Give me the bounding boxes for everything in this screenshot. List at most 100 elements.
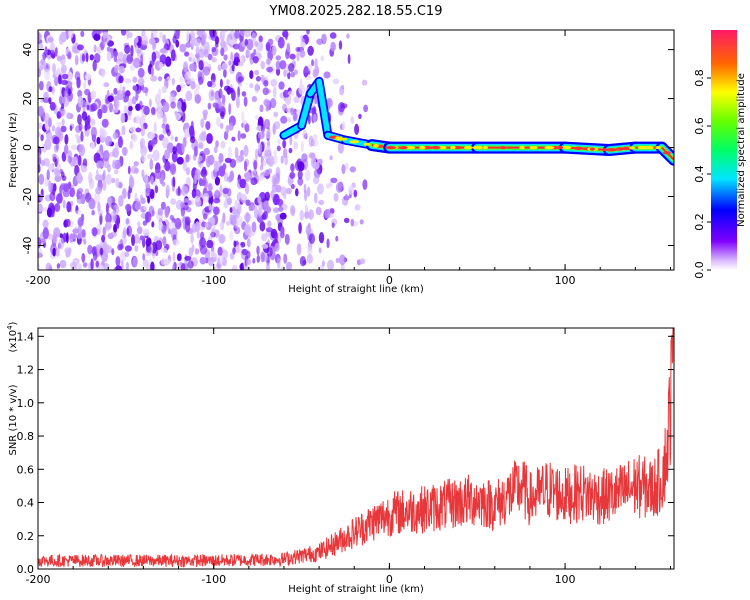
noise-speck (161, 123, 166, 129)
noise-speck (306, 186, 311, 197)
noise-speck (137, 67, 145, 78)
noise-speck (87, 244, 93, 255)
noise-speck (76, 44, 84, 51)
noise-speck (199, 256, 207, 265)
noise-speck (80, 213, 85, 222)
noise-speck (358, 113, 362, 120)
noise-speck (257, 142, 263, 154)
noise-speck (61, 73, 69, 80)
noise-speck (96, 136, 101, 145)
noise-speck (262, 160, 267, 167)
noise-speck (203, 41, 210, 52)
noise-speck (171, 150, 178, 163)
noise-speck (93, 33, 101, 41)
colorbar-tick-label: 0.6 (693, 117, 706, 135)
noise-speck (149, 158, 154, 170)
noise-speck (135, 127, 142, 133)
noise-speck (200, 118, 205, 128)
noise-speck (42, 219, 49, 229)
noise-speck (256, 125, 263, 132)
noise-speck (172, 146, 177, 155)
noise-speck (348, 185, 355, 195)
noise-speck (63, 90, 68, 98)
snr-scale-label: (x104) (6, 321, 19, 352)
noise-speck (144, 211, 152, 223)
noise-speck (154, 185, 159, 194)
noise-speck (288, 63, 295, 72)
noise-speck (69, 125, 73, 131)
band-hotspot (530, 146, 538, 150)
noise-speck (290, 71, 296, 78)
noise-speck (330, 41, 336, 52)
noise-speck (227, 188, 232, 197)
noise-speck (169, 92, 175, 105)
noise-speck (346, 33, 350, 39)
noise-speck (170, 101, 176, 109)
noise-speck (363, 104, 368, 113)
noise-speck (267, 38, 274, 46)
noise-speck (124, 44, 131, 55)
noise-speck (194, 168, 201, 181)
noise-speck (273, 149, 277, 156)
noise-speck (142, 220, 148, 226)
noise-speck (132, 85, 138, 91)
noise-speck (115, 177, 120, 188)
noise-speck (102, 170, 106, 180)
noise-speck (299, 78, 303, 86)
x-tick-label: -200 (26, 274, 51, 287)
noise-speck (105, 212, 112, 225)
spectrogram-y-axis: -40 -20 0 20 40 (21, 43, 674, 254)
noise-speck (185, 90, 193, 102)
noise-speck (263, 200, 269, 209)
noise-speck (299, 49, 306, 58)
noise-speck (265, 227, 273, 233)
noise-speck (90, 118, 96, 127)
noise-speck (223, 69, 227, 78)
snr-panel: -200 -100 0 100 0.0 0.2 0.4 0.6 0.8 1.0 1.2 1.4 He… (6, 321, 675, 595)
noise-speck (56, 122, 63, 128)
noise-speck (300, 42, 307, 48)
noise-speck (275, 55, 282, 61)
noise-speck (214, 176, 220, 186)
noise-speck (359, 258, 366, 265)
noise-speck (314, 192, 318, 204)
noise-speck (300, 140, 304, 153)
snr-scale-exponent: 4 (6, 325, 14, 330)
noise-speck (152, 42, 157, 50)
noise-speck (169, 214, 175, 221)
noise-speck (85, 52, 89, 63)
spectrogram-y-label: Frequency (Hz) (8, 112, 19, 188)
noise-speck (66, 201, 72, 213)
noise-speck (284, 155, 289, 166)
noise-speck (48, 86, 53, 93)
noise-speck (158, 61, 163, 69)
noise-speck (133, 167, 139, 174)
noise-speck (217, 98, 222, 110)
noise-speck (318, 199, 325, 206)
noise-speck (258, 207, 262, 219)
noise-speck (49, 42, 56, 52)
x-tick-label: -100 (201, 573, 226, 586)
noise-speck (63, 144, 69, 155)
noise-speck (107, 163, 111, 173)
noise-speck (127, 189, 131, 200)
noise-speck (64, 134, 69, 145)
noise-speck (260, 251, 265, 263)
noise-speck (162, 136, 169, 149)
noise-speck (277, 139, 281, 145)
noise-speck (234, 147, 239, 159)
noise-speck (299, 210, 305, 221)
noise-speck (91, 209, 95, 216)
noise-speck (140, 125, 145, 137)
noise-speck (258, 35, 263, 43)
noise-speck (216, 116, 221, 128)
figure-title: YM08.2025.282.18.55.C19 (269, 4, 443, 19)
noise-speck (307, 45, 314, 56)
noise-speck (90, 141, 95, 150)
noise-speck (270, 190, 275, 200)
noise-speck (226, 220, 231, 226)
noise-speck (118, 195, 124, 207)
noise-speck (53, 136, 60, 145)
noise-speck (188, 52, 195, 62)
